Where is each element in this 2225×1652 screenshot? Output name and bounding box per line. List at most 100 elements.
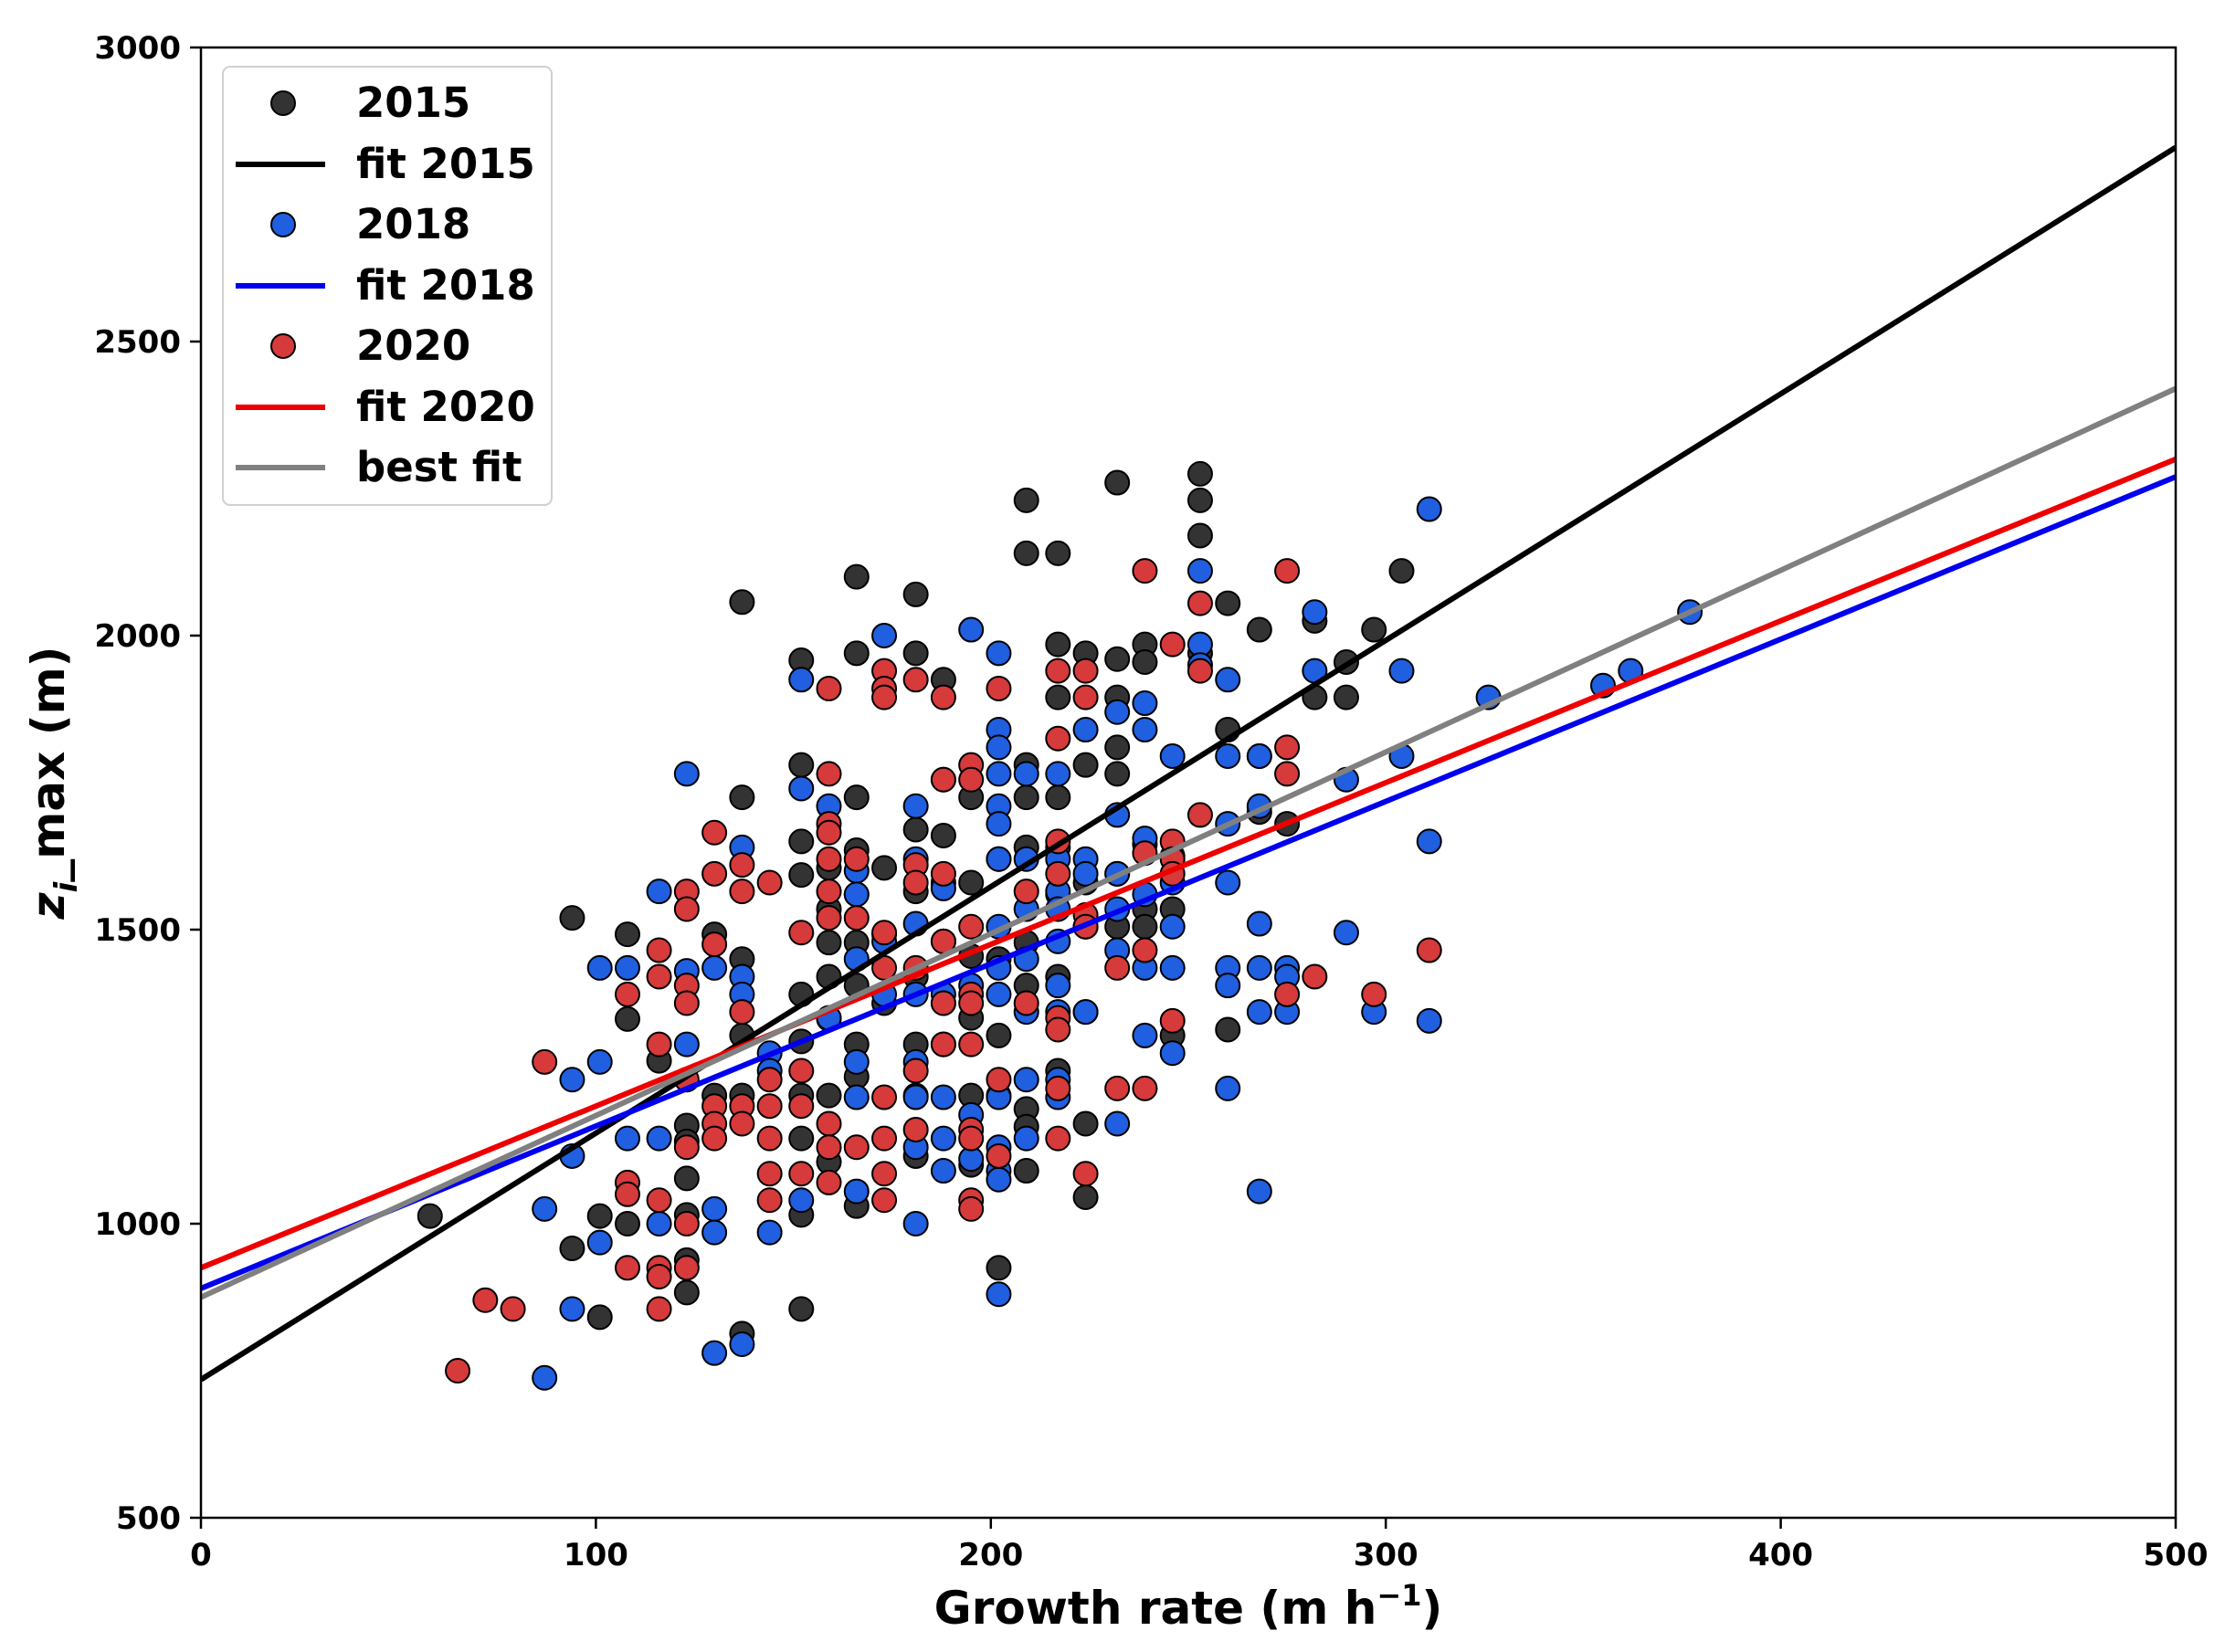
point-2018 <box>586 1229 613 1256</box>
point-2018 <box>1132 717 1158 743</box>
point-2015 <box>729 589 755 616</box>
point-2015 <box>1013 784 1039 811</box>
point-2020 <box>673 896 700 922</box>
point-2015 <box>1104 646 1131 672</box>
fit-lines-layer <box>201 144 2176 1383</box>
point-2018 <box>1104 699 1131 725</box>
point-2015 <box>559 905 585 931</box>
point-2020 <box>756 1067 783 1093</box>
point-2015 <box>902 640 929 667</box>
point-2020 <box>788 1161 815 1187</box>
point-2015 <box>1104 734 1131 761</box>
point-2018 <box>1416 496 1442 522</box>
point-2015 <box>614 1005 640 1032</box>
point-2018 <box>788 775 815 802</box>
legend-marker-2015 <box>270 90 296 116</box>
point-2015 <box>1333 684 1359 710</box>
point-2018 <box>756 1219 783 1246</box>
point-2020 <box>646 963 672 990</box>
legend-label-2020: 2020 <box>356 321 470 370</box>
point-2020 <box>472 1287 499 1313</box>
point-2018 <box>1333 920 1359 946</box>
point-2020 <box>871 1187 898 1214</box>
point-2020 <box>843 905 870 931</box>
point-2020 <box>1186 802 1213 828</box>
point-2015 <box>1132 648 1158 675</box>
point-2018 <box>958 616 985 643</box>
point-2020 <box>756 1125 783 1152</box>
point-2020 <box>532 1048 558 1075</box>
line-best-fit <box>201 385 2176 1300</box>
x-tick-label: 300 <box>1354 1537 1418 1573</box>
point-2020 <box>816 675 842 701</box>
point-2020 <box>1186 658 1213 684</box>
point-2018 <box>930 1084 956 1110</box>
point-2020 <box>1072 658 1099 684</box>
point-2018 <box>646 1125 672 1152</box>
point-2015 <box>586 1304 613 1331</box>
y-tick-label: 1000 <box>94 1206 181 1243</box>
point-2015 <box>816 930 842 956</box>
point-2020 <box>1416 937 1442 963</box>
point-2018 <box>902 793 929 819</box>
point-2020 <box>1072 684 1099 710</box>
x-axis: 0 100 200 300 400 500 <box>190 1518 2208 1573</box>
point-2018 <box>1159 913 1186 940</box>
point-2020 <box>871 920 898 946</box>
point-2020 <box>1045 1016 1071 1043</box>
point-2015 <box>1072 752 1099 778</box>
point-2020 <box>1045 725 1071 752</box>
point-2020 <box>902 869 929 896</box>
point-2018 <box>673 1031 700 1057</box>
point-2020 <box>843 846 870 872</box>
point-2018 <box>871 623 898 648</box>
point-2015 <box>843 640 870 667</box>
point-2018 <box>1416 1007 1442 1034</box>
point-2018 <box>729 1331 755 1358</box>
y-tick-label: 1500 <box>94 912 181 949</box>
point-2020 <box>646 1263 672 1289</box>
point-2020 <box>902 1116 929 1142</box>
point-2015 <box>816 1082 842 1109</box>
point-2018 <box>1132 1022 1158 1048</box>
point-2020 <box>871 1084 898 1110</box>
point-2020 <box>646 1296 672 1322</box>
point-2020 <box>930 1031 956 1057</box>
point-2015 <box>417 1203 443 1229</box>
point-2020 <box>614 981 640 1007</box>
point-2018 <box>1159 743 1186 770</box>
point-2020 <box>1186 590 1213 616</box>
point-2018 <box>986 1166 1012 1193</box>
point-2020 <box>958 1195 985 1222</box>
point-2015 <box>673 1279 700 1306</box>
point-2020 <box>756 1093 783 1120</box>
point-2020 <box>646 937 672 963</box>
point-2020 <box>1045 860 1071 887</box>
point-2015 <box>958 869 985 896</box>
point-2015 <box>1361 616 1387 643</box>
point-2020 <box>1274 734 1301 761</box>
point-2018 <box>1215 869 1241 896</box>
legend: 2015 fit 2015 2018 fit 2018 2020 fit 202… <box>222 66 553 506</box>
point-2018 <box>1246 954 1272 981</box>
point-2018 <box>1013 1125 1039 1152</box>
point-2018 <box>701 1219 728 1246</box>
legend-label-2015: 2015 <box>356 79 470 127</box>
point-2018 <box>701 1195 728 1222</box>
point-2020 <box>729 999 755 1026</box>
point-2020 <box>1072 1161 1099 1187</box>
point-2015 <box>1132 913 1158 940</box>
point-2018 <box>1246 1178 1272 1205</box>
point-2018 <box>1072 999 1099 1026</box>
point-2020 <box>1045 658 1071 684</box>
point-2015 <box>1186 487 1213 513</box>
point-2020 <box>871 1125 898 1152</box>
point-2020 <box>701 931 728 958</box>
point-2015 <box>788 1296 815 1322</box>
x-axis-title: Growth rate (m h−1) <box>934 1578 1443 1635</box>
point-2020 <box>816 905 842 931</box>
point-2015 <box>586 1203 613 1229</box>
y-axis-title: zi_max (m) <box>22 646 85 920</box>
y-tick-label: 2000 <box>94 618 181 655</box>
point-2018 <box>930 1158 956 1184</box>
